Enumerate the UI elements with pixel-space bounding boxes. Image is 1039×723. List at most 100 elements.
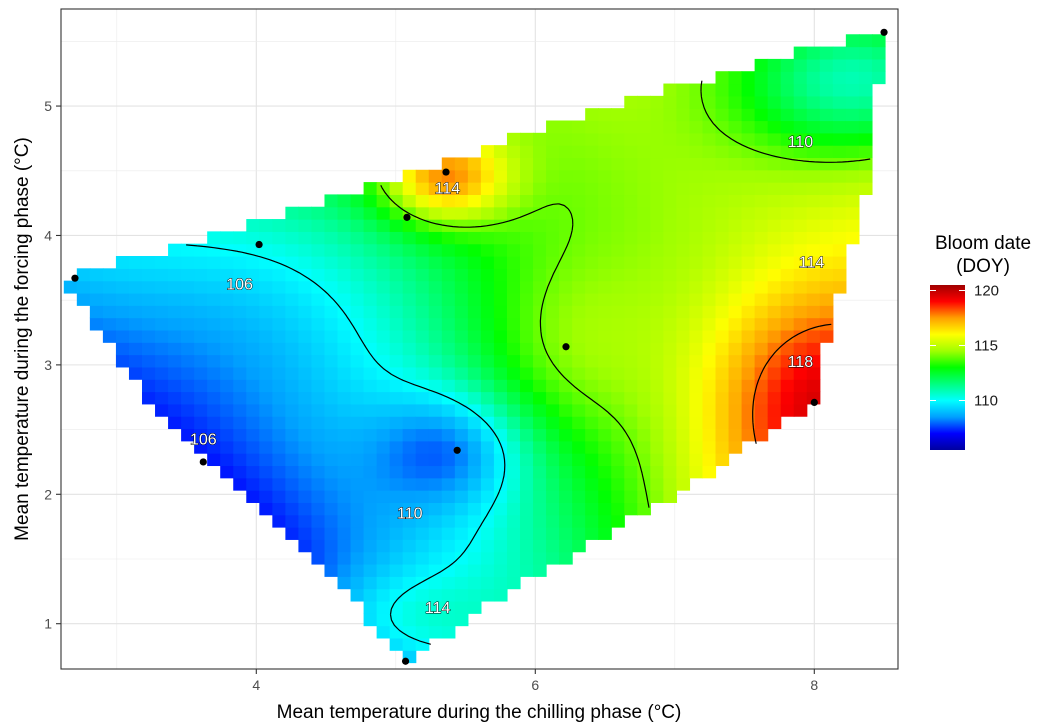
heat-tile	[194, 305, 208, 319]
heat-tile	[363, 243, 378, 257]
heat-tile	[363, 613, 378, 627]
heat-tile	[363, 502, 378, 516]
heat-tile	[793, 58, 808, 72]
heat-tile	[793, 280, 808, 294]
heat-tile	[246, 256, 260, 269]
heat-tile	[506, 219, 521, 232]
heat-tile	[376, 563, 391, 577]
heat-tile	[845, 95, 860, 109]
heat-tile	[624, 292, 638, 306]
heat-tile	[637, 268, 651, 282]
heat-tile	[337, 231, 352, 245]
heat-tile	[428, 563, 443, 577]
heat-tile	[559, 514, 573, 528]
heat-tile	[572, 354, 586, 368]
heat-tile	[533, 305, 547, 319]
heat-tile	[115, 280, 130, 294]
heat-tile	[845, 83, 860, 97]
heat-tile	[285, 342, 300, 356]
heat-tile	[168, 354, 182, 368]
heat-tile	[454, 391, 469, 405]
heat-tile	[181, 354, 195, 368]
heat-tile	[506, 354, 521, 368]
heat-tile	[519, 453, 534, 467]
heat-tile	[441, 354, 456, 368]
heat-tile	[324, 403, 339, 417]
heat-tile	[572, 182, 586, 196]
heat-tile	[546, 490, 560, 503]
heat-tile	[806, 354, 821, 368]
heat-tile	[663, 256, 678, 269]
heat-tile	[233, 440, 247, 454]
heat-tile	[415, 588, 430, 602]
heat-tile	[519, 379, 534, 393]
heat-tile	[506, 563, 521, 577]
heat-tile	[480, 329, 495, 343]
heat-tile	[519, 514, 534, 528]
heat-tile	[194, 428, 208, 442]
heat-tile	[350, 527, 365, 540]
heat-tile	[585, 108, 599, 122]
heat-tile	[402, 231, 417, 245]
heat-tile	[128, 329, 143, 343]
heat-tile	[806, 95, 821, 109]
heat-tile	[689, 329, 704, 343]
heat-tile	[519, 169, 534, 183]
heat-tile	[715, 219, 730, 232]
heat-tile	[702, 120, 717, 134]
heat-tile	[858, 108, 873, 122]
heat-tile	[741, 83, 756, 97]
heat-tile	[572, 206, 586, 220]
heat-tile	[533, 268, 547, 282]
heat-tile	[194, 440, 208, 454]
heat-tile	[728, 108, 743, 122]
heat-tile	[728, 342, 743, 356]
heat-tile	[546, 342, 560, 356]
heat-tile	[428, 292, 443, 306]
heat-tile	[793, 391, 808, 405]
heat-tile	[428, 329, 443, 343]
heat-tile	[441, 194, 456, 208]
heat-tile	[220, 379, 234, 393]
heat-tile	[598, 145, 612, 159]
heat-tile	[676, 182, 691, 196]
heat-tile	[493, 280, 508, 294]
heat-tile	[572, 403, 586, 417]
heat-tile	[207, 440, 221, 454]
heat-tile	[168, 292, 182, 306]
heat-tile	[650, 403, 664, 417]
heat-tile	[272, 268, 286, 282]
contour-line-114	[380, 80, 871, 508]
heat-tile	[506, 256, 521, 269]
heat-tile	[585, 477, 599, 491]
heat-tile	[533, 379, 547, 393]
heat-tile	[337, 366, 352, 380]
heat-tile	[728, 157, 743, 171]
heat-tile	[363, 317, 378, 331]
heat-tile	[741, 182, 756, 196]
heat-tile	[519, 366, 534, 380]
heat-tile	[441, 366, 456, 380]
heat-tile	[793, 403, 808, 417]
heat-tile	[350, 366, 365, 380]
heat-tile	[428, 342, 443, 356]
heat-tile	[598, 157, 612, 171]
heat-tile	[624, 428, 638, 442]
heat-tile	[441, 440, 456, 454]
heat-tile	[246, 391, 260, 405]
heat-tile	[337, 490, 352, 503]
heat-tile	[389, 366, 404, 380]
heat-tile	[585, 465, 599, 479]
heat-tile	[806, 317, 821, 331]
heat-tile	[572, 256, 586, 269]
heat-tile	[533, 280, 547, 294]
heat-tile	[428, 613, 443, 627]
heat-tile	[754, 169, 769, 183]
heat-tile	[506, 194, 521, 208]
heat-tile	[546, 243, 560, 257]
heat-tile	[533, 391, 547, 405]
heat-tile	[624, 231, 638, 245]
heat-tile	[389, 403, 404, 417]
heat-tile	[246, 379, 260, 393]
